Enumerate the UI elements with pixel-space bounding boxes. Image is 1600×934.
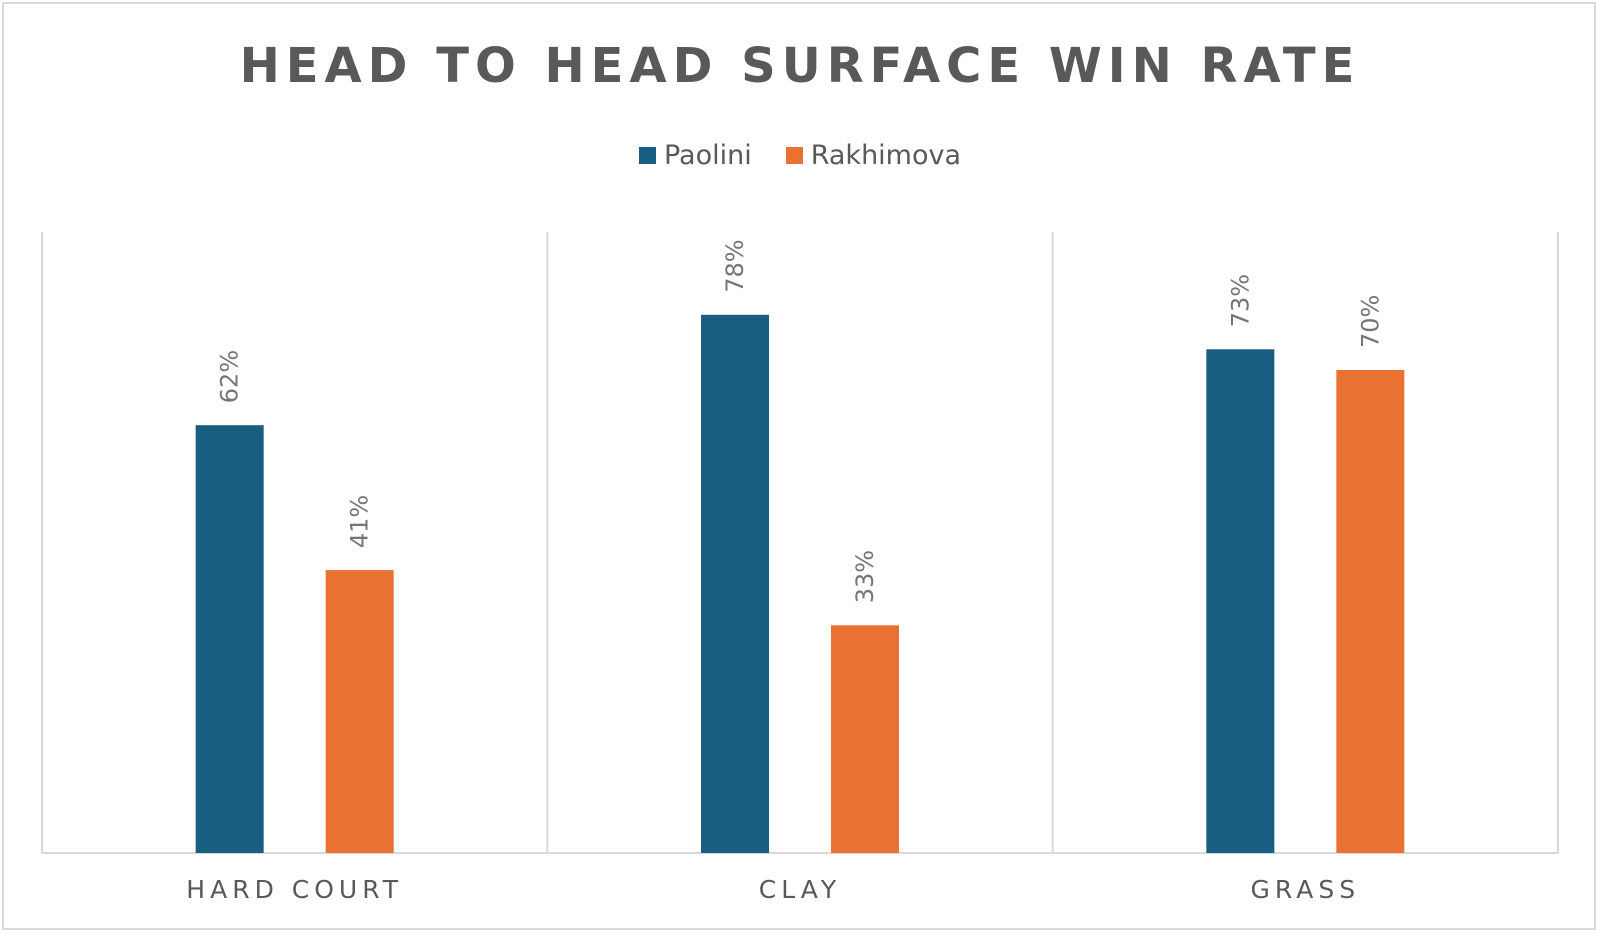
legend-label-paolini: Paolini [663,140,752,171]
bar-paolini-hard-court [195,425,264,853]
bar-paolini-clay [701,314,769,853]
bar-paolini-grass [1206,349,1275,853]
bar-rakhimova-grass [1336,370,1405,853]
legend-swatch-paolini [638,147,656,164]
legend-swatch-rakhimova [785,147,803,164]
data-label: 73% [1226,274,1254,327]
data-label: 33% [851,550,879,603]
category-label: HARD COURT [186,875,403,904]
data-label: 78% [721,239,749,292]
legend-label-rakhimova: Rakhimova [810,140,962,171]
chart-title: HEAD TO HEAD SURFACE WIN RATE [239,38,1361,94]
category-label: CLAY [759,875,841,904]
legend-item-rakhimova: Rakhimova [785,140,962,171]
legend: Paolini Rakhimova [0,140,1600,171]
legend-item-paolini: Paolini [638,140,752,171]
bar-rakhimova-hard-court [325,570,394,853]
bar-rakhimova-clay [831,625,899,853]
data-label: 62% [216,350,244,403]
data-label: 70% [1356,295,1384,348]
data-label: 41% [346,495,374,548]
category-label: GRASS [1251,875,1361,904]
